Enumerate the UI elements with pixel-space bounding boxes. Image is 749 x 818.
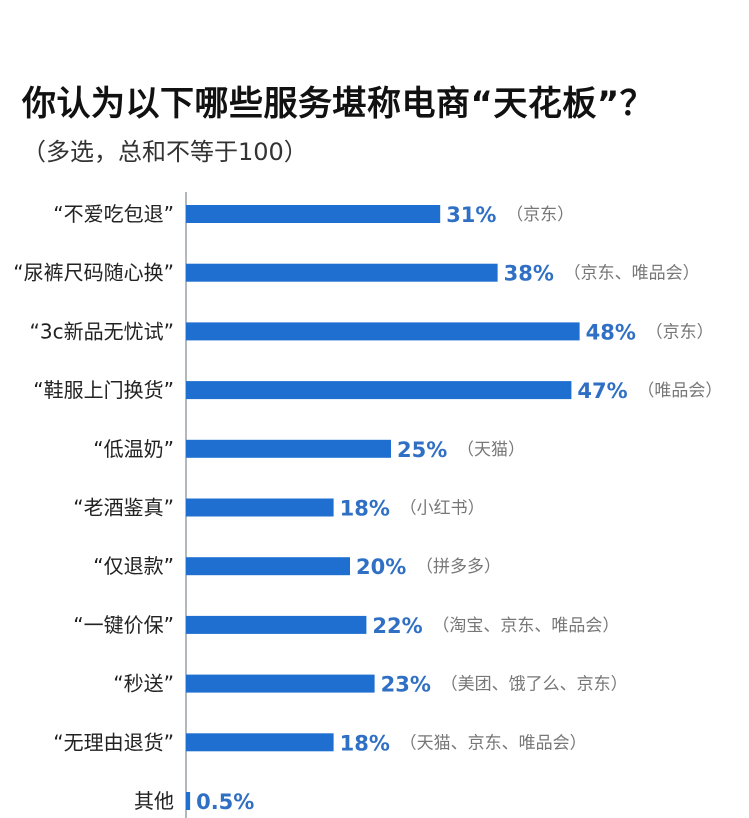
value-label: 47% (577, 379, 627, 403)
value-label: 25% (397, 438, 447, 462)
bar (186, 674, 375, 693)
bar (186, 733, 334, 752)
value-label: 38% (504, 262, 554, 286)
annotation-label: （唯品会） (637, 381, 722, 401)
category-label: 其他 (134, 789, 174, 813)
category-label: “3c新品无忧试” (30, 319, 174, 343)
chart-subtitle: （多选，总和不等于100） (22, 138, 308, 166)
value-label: 22% (372, 614, 422, 638)
category-label: “不爱吃包退” (53, 202, 174, 226)
annotation-label: （天猫、京东、唯品会） (400, 733, 587, 753)
bar (186, 322, 580, 341)
category-label: “无理由退货” (53, 730, 174, 754)
bar (186, 263, 498, 282)
category-label: “秒送” (113, 672, 174, 696)
bar (186, 205, 441, 223)
value-label: 20% (356, 555, 406, 579)
value-label: 0.5% (196, 790, 254, 814)
bar (186, 439, 391, 458)
annotation-label: （京东） (506, 205, 574, 225)
category-label: “尿裤尺码随心换” (13, 261, 174, 285)
annotation-label: （小红书） (400, 499, 485, 519)
bar (186, 615, 367, 634)
category-label: “仅退款” (93, 554, 174, 578)
value-label: 18% (340, 731, 390, 755)
annotation-label: （京东） (646, 322, 714, 342)
bar (186, 498, 334, 517)
annotation-label: （拼多多） (416, 557, 501, 577)
bar (186, 557, 350, 576)
category-label: “老酒鉴真” (73, 496, 174, 520)
category-label: “鞋服上门换货” (33, 378, 174, 402)
value-label: 23% (381, 673, 431, 697)
value-label: 48% (586, 320, 636, 344)
bar (186, 792, 191, 810)
value-label: 18% (340, 497, 390, 521)
category-label: “低温奶” (93, 437, 174, 461)
annotation-label: （京东、唯品会） (564, 264, 700, 284)
annotation-label: （天猫） (457, 440, 525, 460)
annotation-label: （淘宝、京东、唯品会） (432, 616, 619, 636)
bar (186, 381, 572, 400)
chart-title: 你认为以下哪些服务堪称电商“天花板”？ (22, 84, 655, 124)
value-label: 31% (446, 203, 496, 227)
category-label: “一键价保” (73, 613, 174, 637)
annotation-label: （美团、饿了么、京东） (441, 675, 628, 695)
